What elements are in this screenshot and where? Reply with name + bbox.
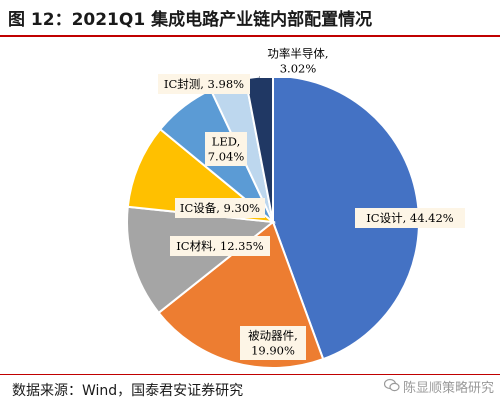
slice-label-text: IC封测, 3.98% xyxy=(164,77,244,91)
pie-slice xyxy=(272,74,420,361)
slice-label-text: IC材料, 12.35% xyxy=(176,239,264,253)
slice-label-text: 19.90% xyxy=(251,344,295,358)
slice-label: IC设计, 44.42% xyxy=(355,208,465,228)
title-underline xyxy=(0,35,500,37)
slice-label-text: 3.02% xyxy=(280,62,317,76)
footer-rule xyxy=(0,374,500,375)
slice-label: IC材料, 12.35% xyxy=(170,236,270,256)
slice-label: 功率半导体,3.02% xyxy=(260,44,336,78)
slice-label-box xyxy=(355,208,465,228)
watermark-text: 陈显顺策略研究 xyxy=(402,381,494,396)
slice-label: 被动器件,19.90% xyxy=(240,326,306,360)
pie-slice xyxy=(126,205,276,315)
slice-label-box xyxy=(158,74,250,94)
source-note: 数据来源：Wind，国泰君安证券研究 xyxy=(12,383,244,399)
slice-label-box xyxy=(240,326,306,360)
slice-label: IC设备, 9.30% xyxy=(175,198,265,218)
slice-label-box xyxy=(260,44,336,78)
slice-labels: IC设计, 44.42% 被动器件,19.90% IC材料, 12.35% IC设备,… xyxy=(158,44,465,360)
slice-label: LED,7.04% xyxy=(205,132,247,166)
slice-label-box xyxy=(205,132,247,166)
wechat-icon xyxy=(383,377,400,401)
slice-label-box xyxy=(175,198,265,218)
slice-label-box xyxy=(170,236,270,256)
slice-label-text: 被动器件, xyxy=(248,329,298,343)
slice-label-text: 7.04% xyxy=(208,150,245,164)
slice-label-text: IC设备, 9.30% xyxy=(180,201,260,215)
slice-label-text: 功率半导体, xyxy=(267,47,328,61)
slice-label: IC封测, 3.98% xyxy=(158,74,250,94)
slice-label-text: IC设计, 44.42% xyxy=(366,211,454,225)
slice-label-text: LED, xyxy=(212,135,241,149)
figure-title: 图 12：2021Q1 集成电路产业链内部配置情况 xyxy=(8,10,373,30)
watermark: 陈显顺策略研究 xyxy=(383,377,494,401)
